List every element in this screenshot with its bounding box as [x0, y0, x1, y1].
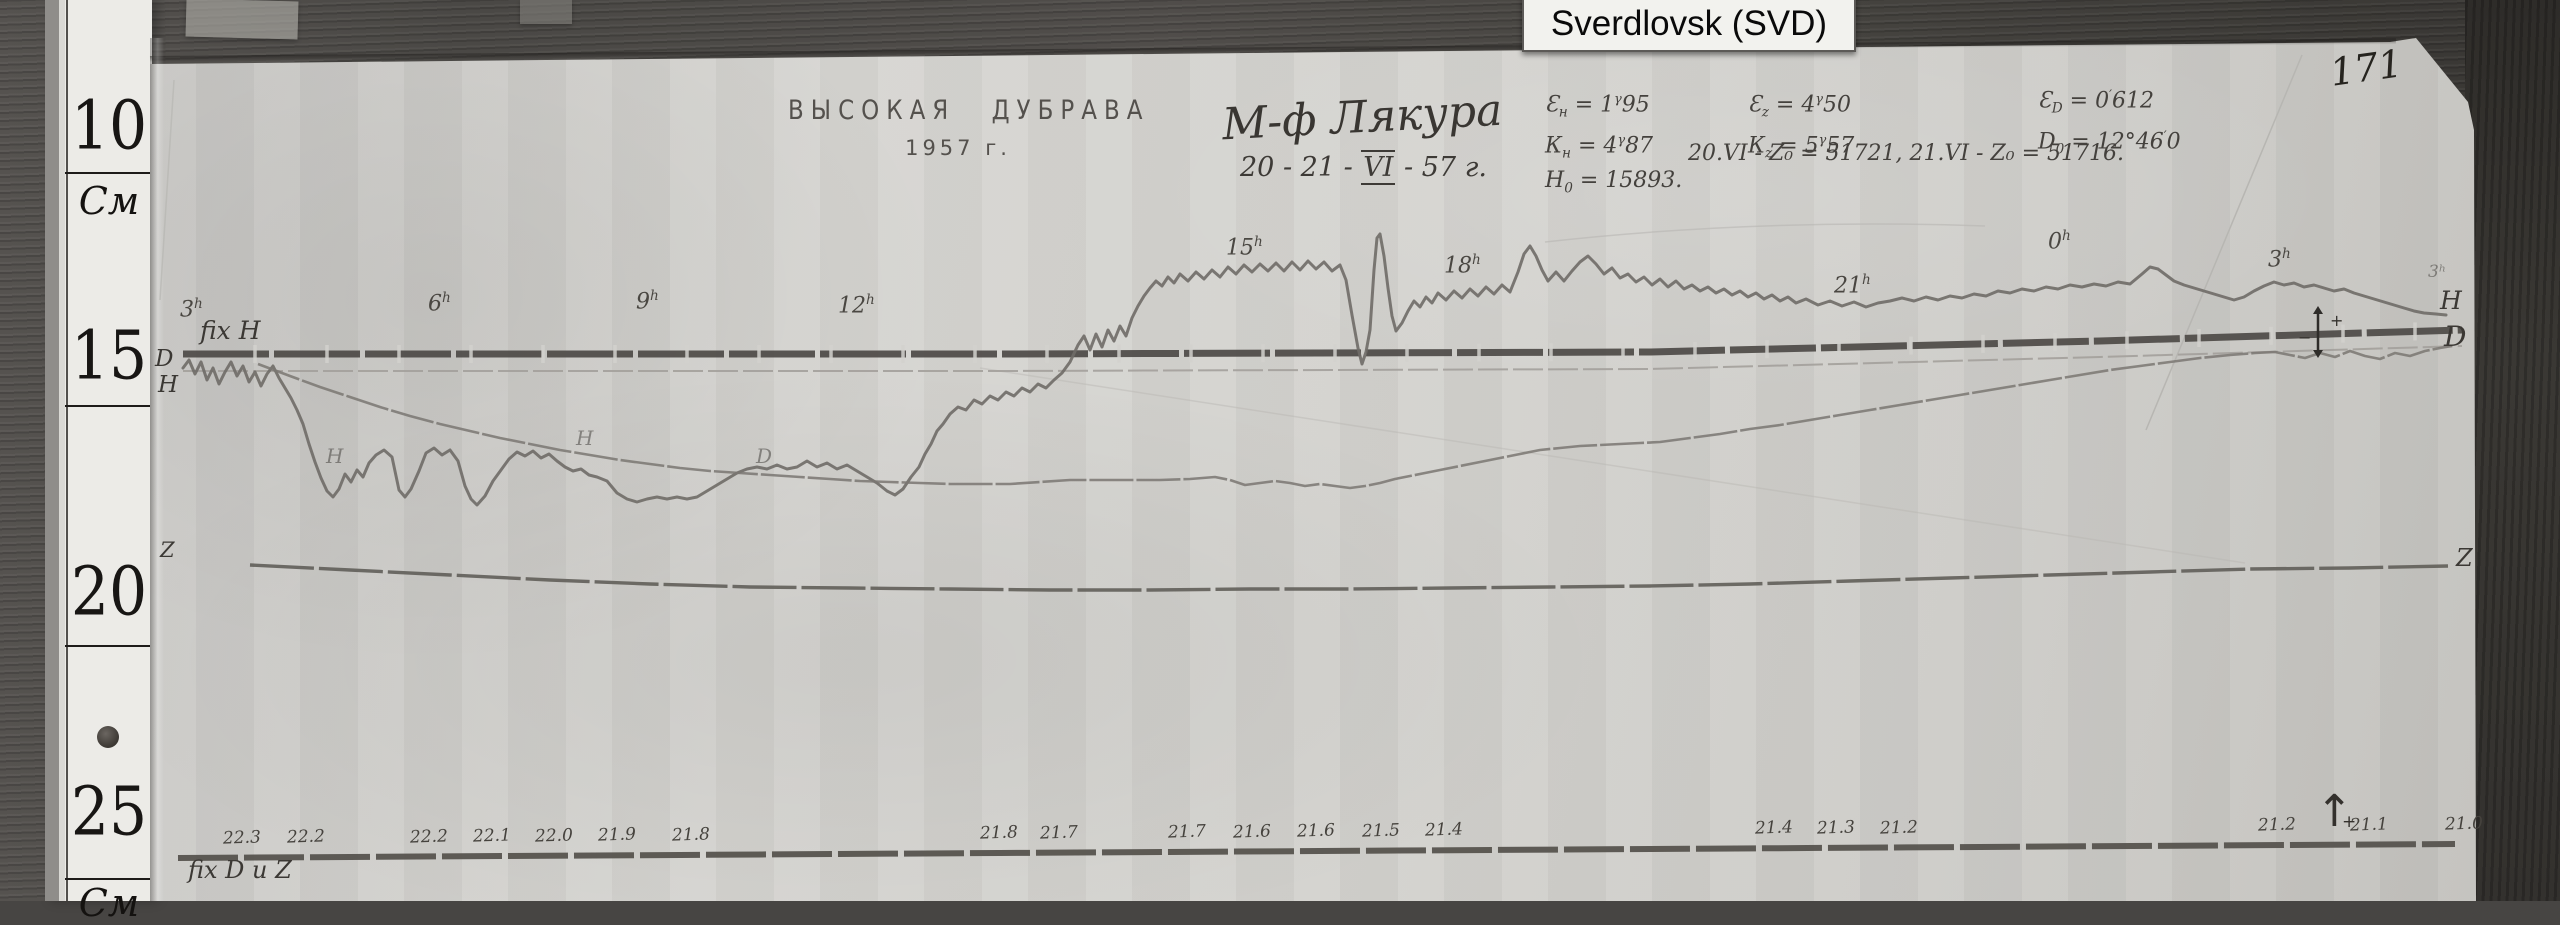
ruler-division-line	[65, 645, 152, 647]
ruler-hole	[97, 726, 119, 748]
constants-column-h: Ɛн = 1γ95 Кн = 4γ87 Н0 = 15893.	[1545, 86, 1682, 203]
ruler-mark-label: 15	[70, 316, 148, 396]
constant-row: D0 = 12°46′0	[2038, 128, 2181, 158]
date-pre: 20 - 21 -	[1240, 152, 1362, 183]
ruler-mark-label: 25	[70, 772, 148, 852]
ruler-unit-label: Cм	[78, 881, 140, 925]
constants-column-d: ƐD = 0′612 D0 = 12°46′0	[2038, 82, 2181, 163]
station-overlay-label: Sverdlovsk (SVD)	[1522, 0, 1856, 52]
constant-row: Кн = 4γ87	[1545, 132, 1654, 162]
constant-row: Ɛz = 4γ50	[1748, 92, 1851, 121]
ruler-division-line	[65, 878, 152, 880]
station-year: 1957 г.	[905, 136, 1011, 160]
ruler-edge-line	[66, 0, 68, 901]
constant-row: ƐD = 0′612	[2038, 88, 2154, 117]
ruler-mark-label: 20	[70, 552, 148, 632]
constants-z0-row: 20.VI - Z₀ = 51721, 21.VI - Z₀ = 51716.	[1688, 141, 2124, 166]
constant-row: Ɛн = 1γ95	[1545, 92, 1650, 121]
date-post: - 57 г.	[1395, 152, 1487, 183]
constant-row: Н0 = 15893.	[1545, 168, 1683, 197]
ruler: 10 Cм 15 20 25 Cм	[45, 0, 152, 922]
tape-patch	[185, 0, 299, 40]
ruler-unit-label: Cм	[78, 179, 140, 223]
constants-column-z: Ɛz = 4γ50 Кz = 5γ57	[1748, 86, 1854, 167]
station-overlay-text: Sverdlovsk (SVD)	[1550, 4, 1828, 43]
ruler-mark-label: 10	[70, 86, 148, 166]
date-roman-month: VI	[1361, 150, 1396, 185]
constant-row: Кz = 5γ57	[1748, 132, 1855, 162]
ruler-division-line	[65, 405, 152, 407]
ruler-division-line	[65, 172, 152, 174]
date-range: 20 - 21 - VI - 57 г.	[1240, 150, 1487, 185]
tape-patch	[520, 0, 572, 24]
station-title: ВЫСОКАЯ ДУБРАВА	[788, 96, 1150, 126]
paper-left-edge	[150, 38, 164, 901]
wood-right-edge	[2465, 0, 2560, 901]
